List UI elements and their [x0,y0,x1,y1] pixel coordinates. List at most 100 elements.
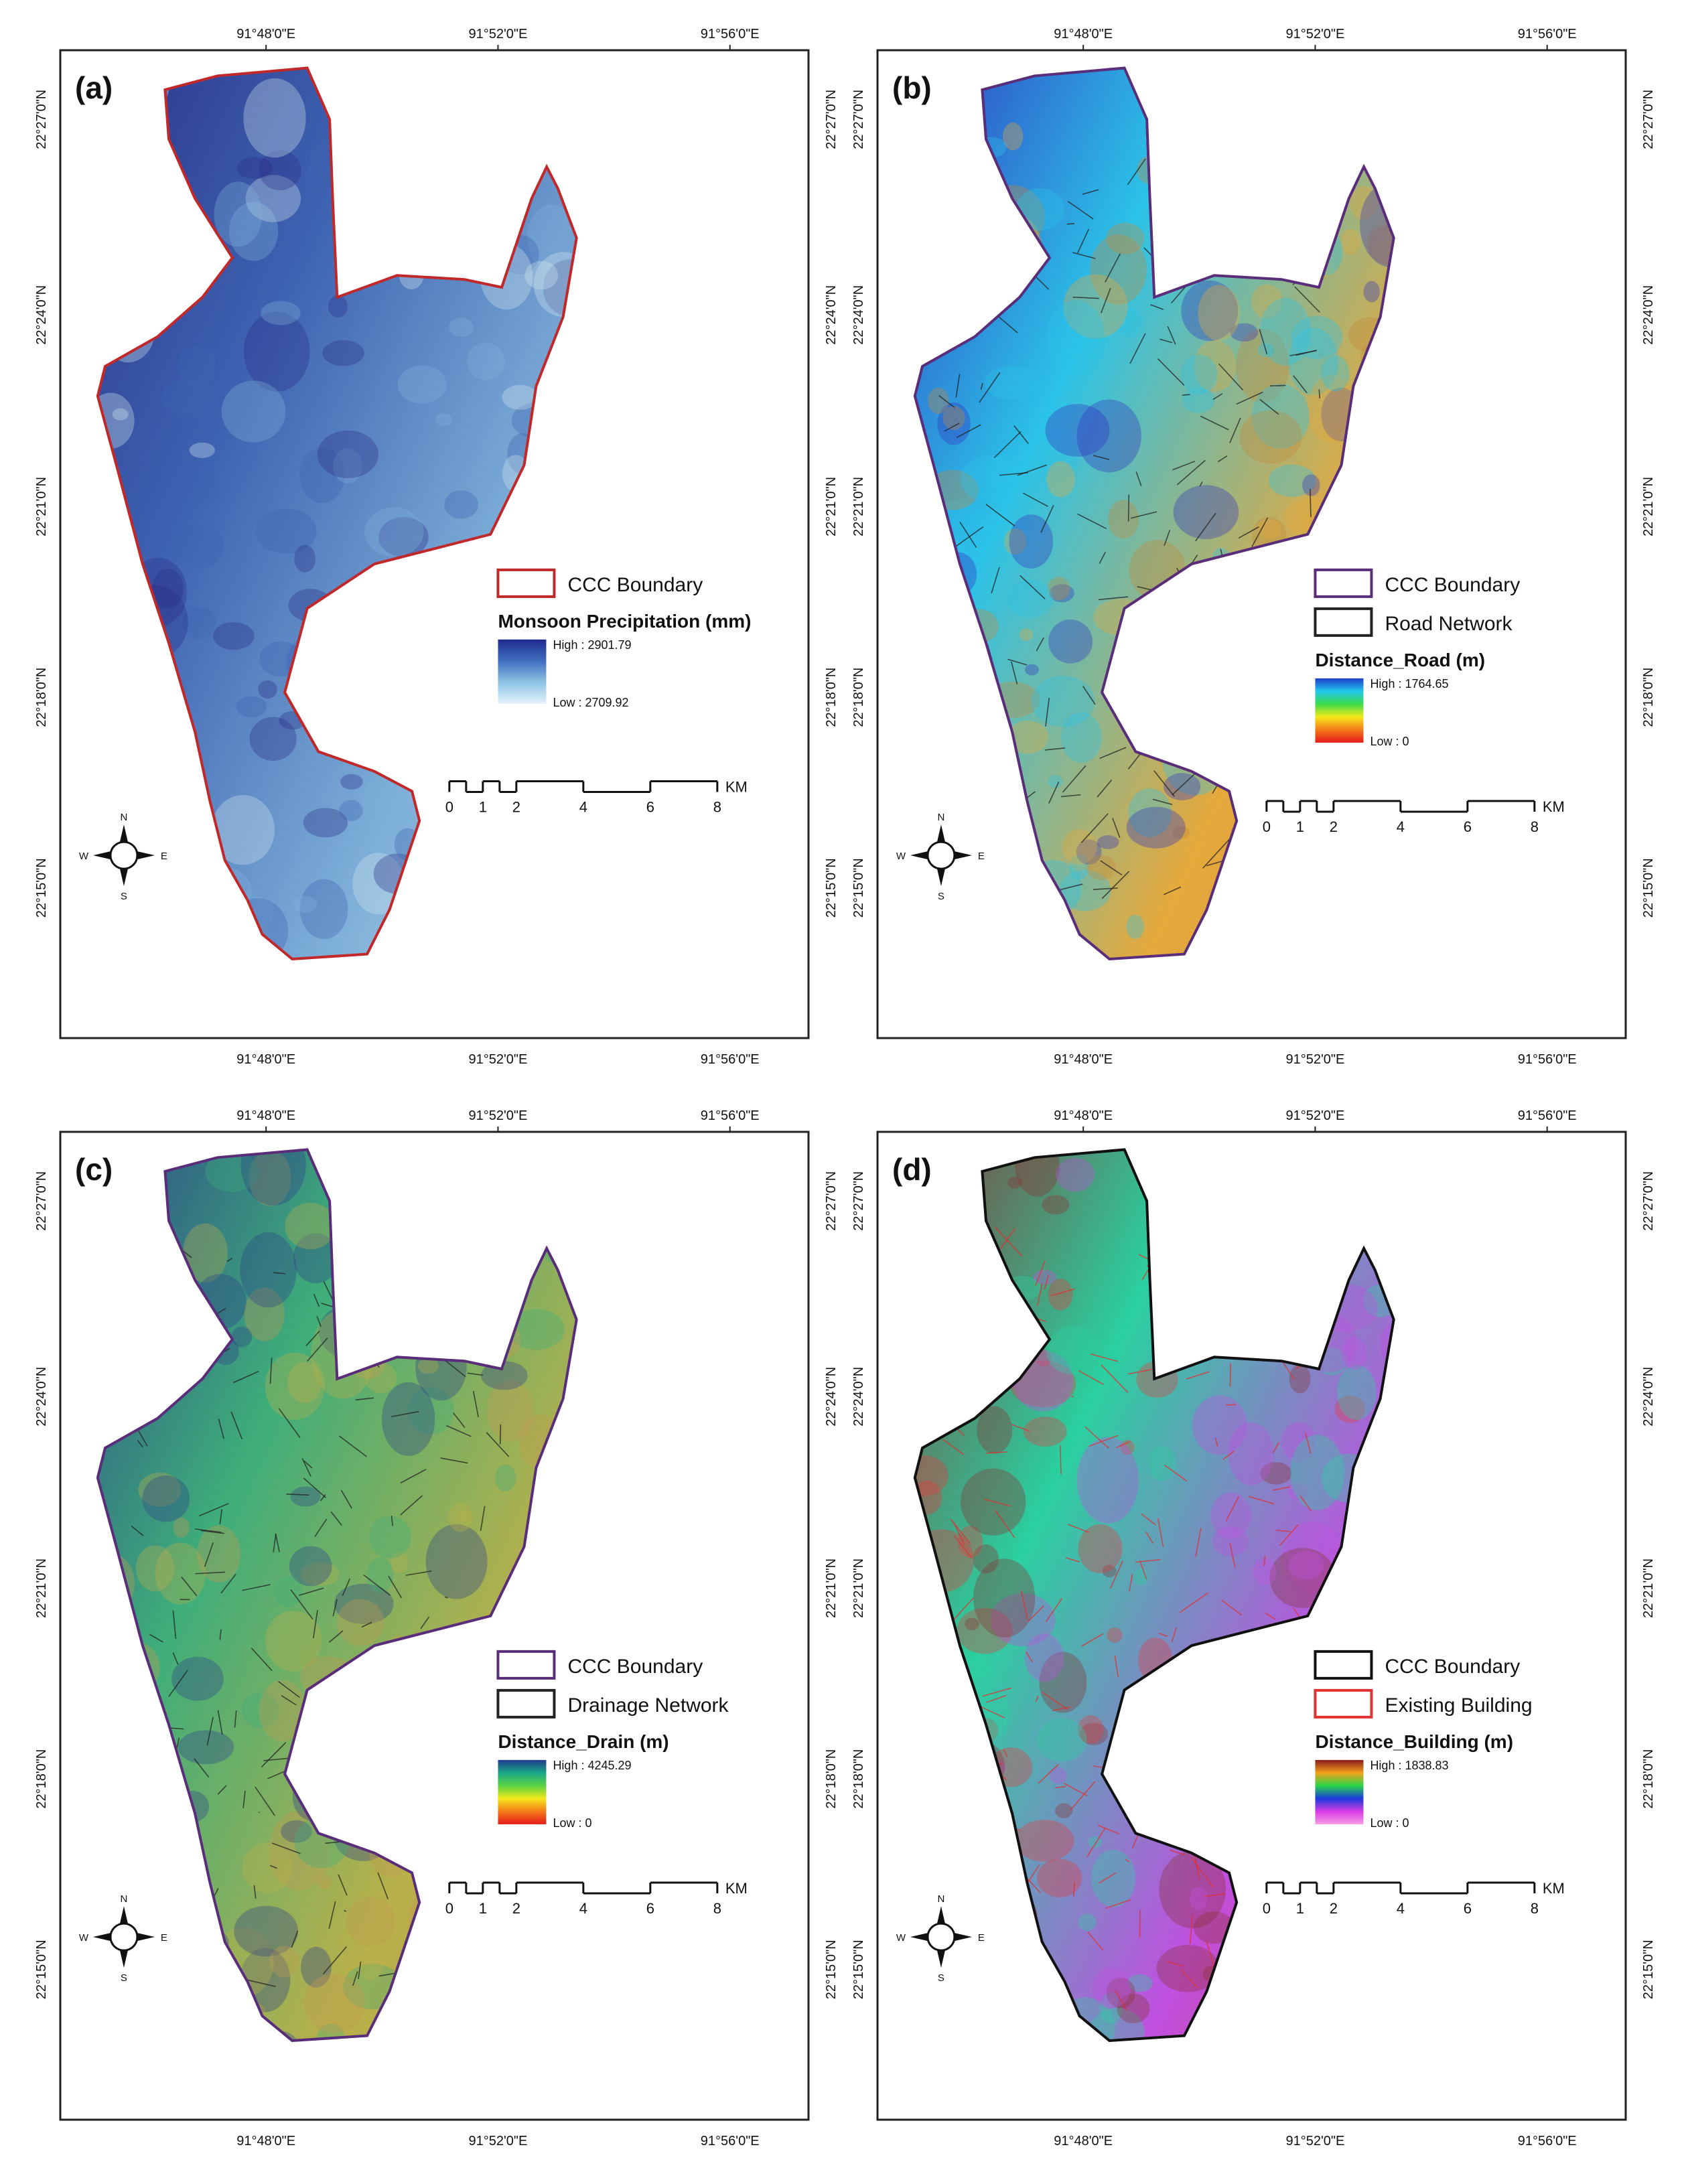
latitude-label: 22°27'0"N [851,1171,866,1231]
longitude-label: 91°52'0"E [469,2134,528,2149]
legend-boundary-label: CCC Boundary [1385,1656,1520,1678]
scale-tick-label: 0 [445,1900,453,1917]
legend-network-label: Road Network [1385,613,1513,635]
compass-s: S [121,891,127,902]
legend-boundary-swatch [496,568,556,598]
latitude-label: 22°21'0"N [851,477,866,536]
latitude-label: 22°27'0"N [851,90,866,149]
latitude-label: 22°24'0"N [851,1367,866,1427]
longitude-label: 91°52'0"E [469,1108,528,1123]
latitude-label: 22°18'0"N [824,668,839,727]
latitude-label: 22°18'0"N [1641,1749,1656,1809]
scale-tick-label: 6 [646,1900,654,1917]
legend-low-label: Low : 0 [553,1816,591,1830]
longitude-label: 91°48'0"E [1054,1108,1113,1123]
longitude-label: 91°52'0"E [469,27,528,42]
latitude-label: 22°15'0"N [824,1940,839,1999]
longitude-label: 91°48'0"E [1054,1052,1113,1067]
longitude-label: 91°48'0"E [1054,2134,1113,2149]
ccc-boundary-outline [96,66,578,961]
latitude-label: 22°15'0"N [824,858,839,918]
scale-unit-label: KM [1543,1880,1565,1897]
longitude-label: 91°52'0"E [1286,2134,1345,2149]
scale-tick-label: 6 [646,799,654,816]
scale-bar: 0 1 2 4 6 8KM [1263,1880,1565,1917]
latitude-label: 22°15'0"N [851,858,866,918]
compass-n: N [938,1893,945,1905]
scale-tick-label: 1 [479,799,487,816]
compass-e: E [161,1932,167,1944]
legend-title: Monsoon Precipitation (mm) [498,611,751,632]
legend-boundary-swatch [496,1650,556,1680]
latitude-label: 22°21'0"N [824,1558,839,1618]
legend-network-swatch [496,1688,556,1719]
scale-bar: 0 1 2 4 6 8KM [445,1880,748,1917]
compass-w: W [79,1932,89,1944]
scale-tick-label: 2 [512,1900,520,1917]
legend-low-label: Low : 0 [1370,1816,1409,1830]
longitude-label: 91°56'0"E [701,1052,760,1067]
north-arrow-compass: N S W E [79,812,167,902]
longitude-label: 91°56'0"E [701,2134,760,2149]
ccc-boundary-outline [913,1148,1395,2043]
latitude-label: 22°15'0"N [1641,1940,1656,1999]
compass-s: S [121,1972,127,1984]
scale-unit-label: KM [725,1880,748,1897]
legend-boundary-swatch [1314,1650,1373,1680]
legend-high-label: High : 4245.29 [553,1759,631,1772]
latitude-label: 22°15'0"N [34,1940,49,1999]
latitude-label: 22°27'0"N [34,90,49,149]
map-panel: 91°48'0"E 91°48'0"E 91°52'0"E 91°52'0"E 91°5… [851,27,1656,1067]
compass-w: W [896,1932,906,1944]
legend-network-swatch [1314,1688,1373,1719]
latitude-label: 22°21'0"N [1641,1558,1656,1618]
latitude-label: 22°21'0"N [824,477,839,536]
compass-n: N [121,812,128,823]
north-arrow-compass: N S W E [896,1893,985,1984]
compass-e: E [161,851,167,862]
scale-tick-label: 6 [1464,1900,1472,1917]
latitude-label: 22°24'0"N [34,1367,49,1427]
longitude-label: 91°48'0"E [1054,27,1113,42]
panel-label: (b) [892,70,932,105]
latitude-label: 22°27'0"N [824,1171,839,1231]
legend-color-ramp [498,639,547,704]
longitude-label: 91°56'0"E [701,1108,760,1123]
longitude-label: 91°48'0"E [236,1108,295,1123]
compass-e: E [978,851,985,862]
north-arrow-compass: N S W E [79,1893,167,1984]
latitude-label: 22°27'0"N [1641,1171,1656,1231]
compass-e: E [978,1932,985,1944]
legend-boundary-label: CCC Boundary [1385,574,1520,596]
longitude-label: 91°48'0"E [236,1052,295,1067]
latitude-label: 22°15'0"N [1641,858,1656,918]
legend-low-label: Low : 0 [1370,735,1409,748]
scale-tick-label: 4 [1397,1900,1405,1917]
ccc-boundary-outline [913,66,1395,961]
legend-high-label: High : 1764.65 [1370,677,1448,690]
latitude-label: 22°18'0"N [851,1749,866,1809]
latitude-label: 22°18'0"N [34,1749,49,1809]
scale-tick-label: 2 [512,799,520,816]
panel-label: (c) [75,1152,113,1187]
map-panel: 91°48'0"E 91°48'0"E 91°52'0"E 91°52'0"E 91°5… [851,1108,1656,2149]
latitude-label: 22°15'0"N [851,1940,866,1999]
latitude-label: 22°24'0"N [851,285,866,345]
legend-boundary-label: CCC Boundary [567,1656,703,1678]
legend-low-label: Low : 2709.92 [553,696,628,709]
legend-network-swatch [1314,607,1373,637]
scale-bar: 0 1 2 4 6 8KM [1263,798,1565,835]
latitude-label: 22°21'0"N [851,1558,866,1618]
scale-tick-label: 1 [1296,1900,1304,1917]
scale-tick-label: 4 [1397,818,1405,835]
scale-tick-label: 8 [1531,1900,1539,1917]
legend-color-ramp [1315,1759,1364,1824]
scale-tick-label: 4 [579,799,587,816]
legend-color-ramp [1315,678,1364,743]
legend-title: Distance_Road (m) [1315,650,1485,670]
latitude-label: 22°24'0"N [1641,285,1656,345]
compass-s: S [938,891,944,902]
legend-network-label: Drainage Network [567,1694,729,1717]
longitude-label: 91°56'0"E [1518,27,1577,42]
